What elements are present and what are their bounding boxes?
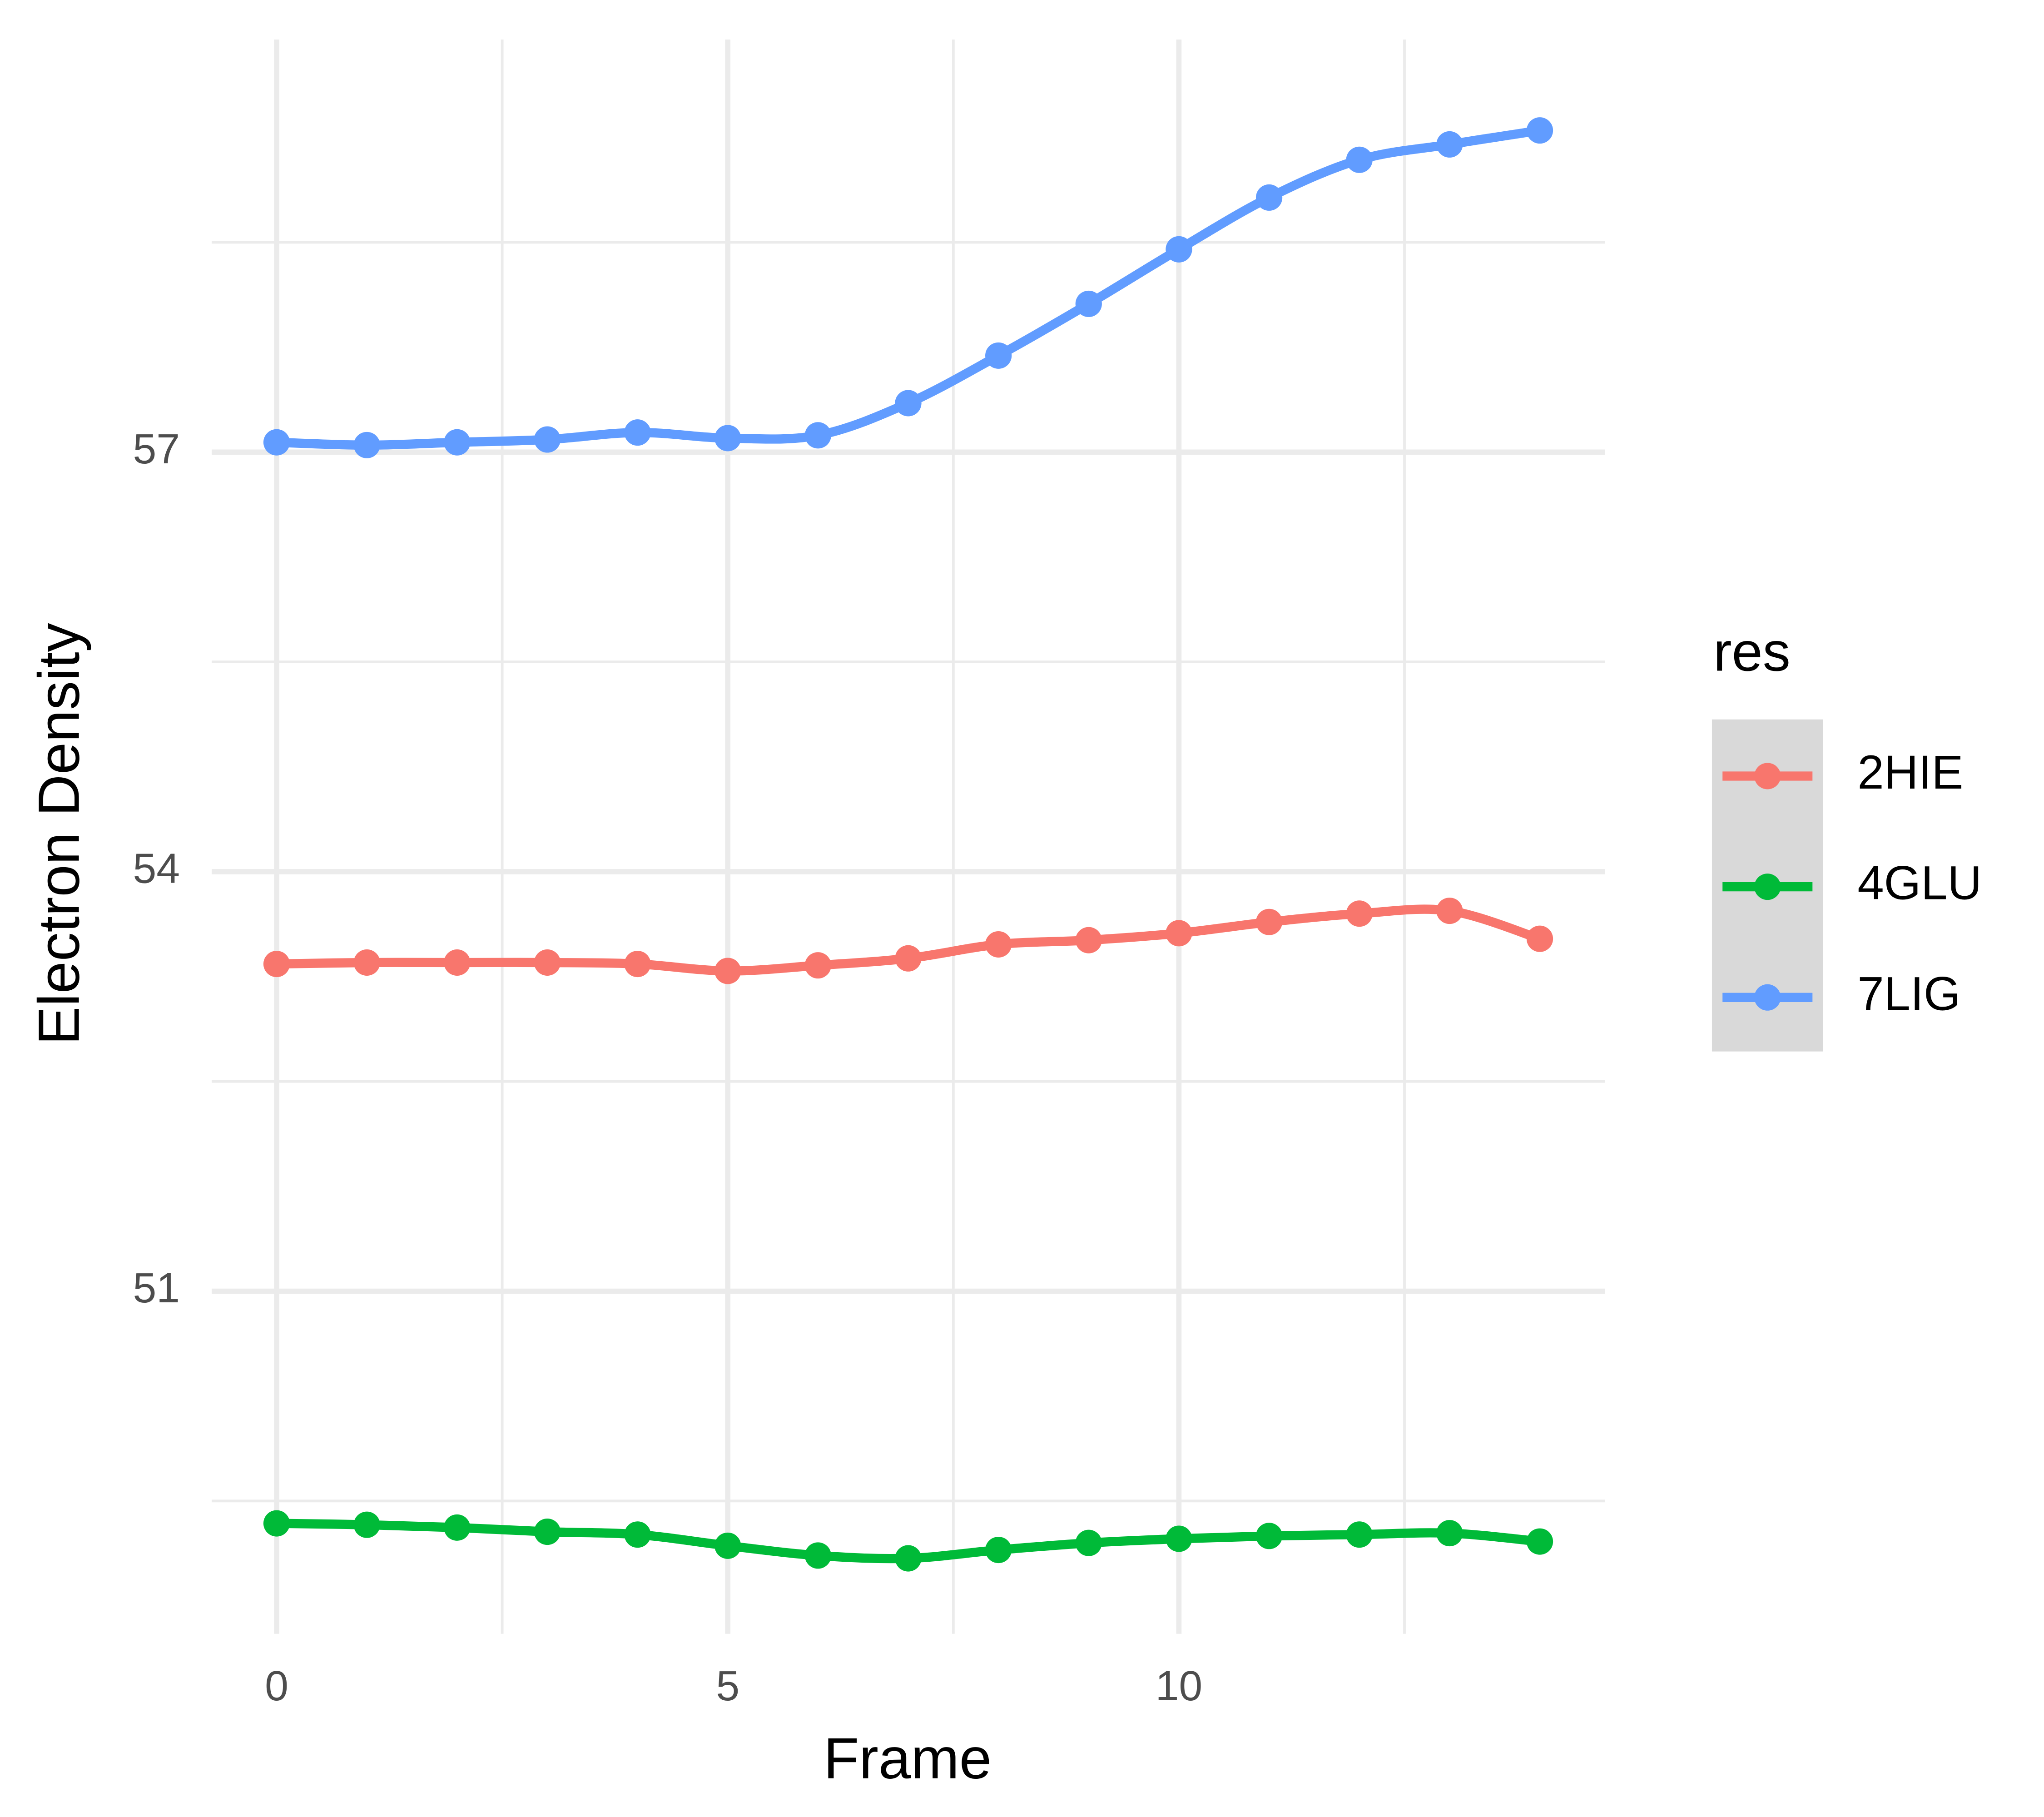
data-point: [534, 949, 561, 976]
y-tick-label: 51: [133, 1264, 180, 1311]
data-point: [804, 952, 832, 979]
data-point: [1346, 146, 1373, 173]
x-tick-label: 10: [1156, 1662, 1203, 1709]
data-point: [1166, 920, 1192, 947]
data-point: [263, 951, 290, 978]
data-point: [1526, 925, 1553, 952]
legend-key-point: [1754, 984, 1781, 1011]
x-axis-title: Frame: [824, 1726, 992, 1791]
data-point: [624, 1521, 651, 1548]
data-point: [624, 951, 651, 978]
legend-label: 2HIE: [1857, 746, 1963, 799]
x-tick-label: 5: [716, 1662, 739, 1709]
data-point: [985, 931, 1012, 958]
data-point: [714, 958, 741, 984]
legend-key-point: [1754, 874, 1781, 900]
plot-marks: [263, 117, 1553, 1572]
data-point: [804, 422, 832, 449]
data-point: [353, 432, 380, 458]
data-point: [1436, 898, 1463, 924]
data-point: [353, 1511, 380, 1538]
data-point: [444, 1514, 471, 1541]
data-point: [534, 1519, 561, 1545]
legend-key-point: [1754, 763, 1781, 789]
data-point: [1346, 1521, 1373, 1548]
data-point: [1166, 236, 1192, 263]
data-point: [353, 949, 380, 976]
data-point: [534, 426, 561, 453]
data-point: [1436, 1520, 1463, 1547]
data-point: [804, 1542, 832, 1569]
data-point: [985, 1537, 1012, 1564]
data-point: [1255, 184, 1283, 211]
data-point: [263, 429, 290, 456]
data-point: [1255, 1523, 1283, 1549]
data-point: [1346, 900, 1373, 927]
y-tick-label: 54: [133, 845, 180, 892]
data-point: [1526, 117, 1553, 144]
data-point: [1166, 1525, 1192, 1552]
data-point: [1075, 927, 1102, 953]
x-tick-label: 0: [265, 1662, 288, 1709]
data-point: [985, 342, 1012, 369]
y-axis-title: Electron Density: [26, 623, 91, 1045]
data-point: [444, 429, 471, 456]
data-point: [714, 425, 741, 452]
data-point: [263, 1510, 290, 1537]
data-point: [1436, 131, 1463, 158]
data-point: [895, 945, 922, 972]
data-point: [1526, 1528, 1553, 1555]
data-point: [1075, 1529, 1102, 1556]
data-point: [714, 1532, 741, 1559]
grid: [212, 40, 1605, 1634]
legend-label: 4GLU: [1857, 857, 1982, 910]
y-tick-label: 57: [133, 425, 180, 472]
data-point: [1255, 908, 1283, 935]
data-point: [444, 949, 471, 976]
legend: res 2HIE 4GLU 7LIG: [1712, 621, 1982, 1052]
data-point: [895, 390, 922, 417]
data-point: [1075, 290, 1102, 317]
data-point: [895, 1545, 922, 1572]
legend-label: 7LIG: [1857, 968, 1960, 1021]
data-point: [624, 419, 651, 446]
legend-title: res: [1713, 621, 1791, 683]
